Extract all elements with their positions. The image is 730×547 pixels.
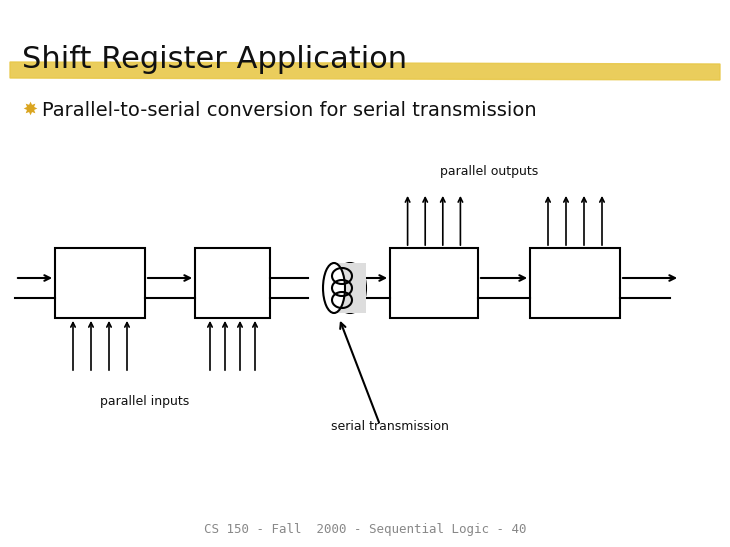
Text: serial transmission: serial transmission: [331, 420, 449, 433]
Bar: [334, 263, 366, 313]
Bar: [390, 248, 478, 318]
Text: ✸: ✸: [22, 101, 37, 119]
Ellipse shape: [334, 263, 366, 313]
Text: parallel outputs: parallel outputs: [440, 165, 538, 178]
Text: CS 150 - Fall  2000 - Sequential Logic - 40: CS 150 - Fall 2000 - Sequential Logic - …: [204, 523, 526, 537]
Polygon shape: [10, 62, 720, 80]
Bar: [530, 248, 620, 318]
Bar: [195, 248, 270, 318]
Text: Parallel-to-serial conversion for serial transmission: Parallel-to-serial conversion for serial…: [42, 101, 537, 119]
Ellipse shape: [323, 263, 345, 313]
Text: parallel inputs: parallel inputs: [100, 395, 189, 408]
Bar: [55, 248, 145, 318]
Text: Shift Register Application: Shift Register Application: [22, 45, 407, 74]
